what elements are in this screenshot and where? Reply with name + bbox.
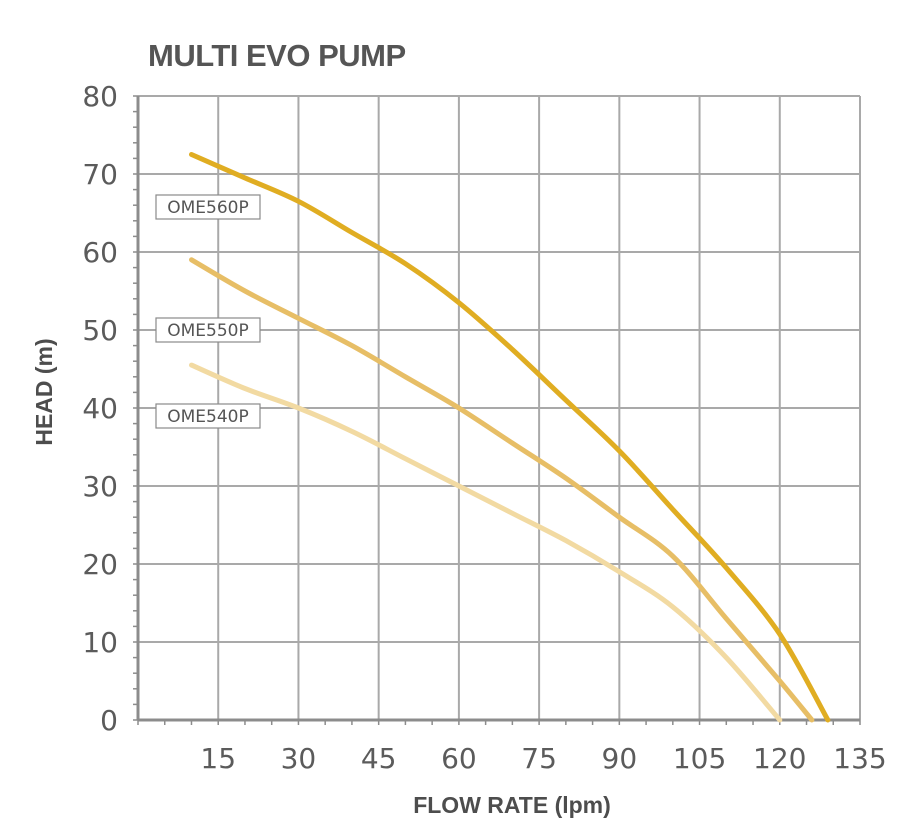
x-tick-label: 60 xyxy=(441,742,477,775)
legend-item-ome550p: OME550P xyxy=(155,317,261,343)
y-tick-label: 0 xyxy=(100,704,118,737)
x-tick-label: 45 xyxy=(361,742,397,775)
series-line-ome540p xyxy=(189,362,783,723)
legend-label: OME540P xyxy=(167,407,249,427)
legend-label: OME560P xyxy=(167,198,249,218)
x-axis-label: FLOW RATE (lpm) xyxy=(413,792,611,818)
series-line-ome550p xyxy=(189,257,815,723)
y-tick-label: 40 xyxy=(82,392,118,425)
y-tick-label: 30 xyxy=(82,470,118,503)
y-tick-label: 60 xyxy=(82,236,118,269)
y-tick-label: 50 xyxy=(82,314,118,347)
legend-box xyxy=(155,194,261,220)
x-tick-label: 105 xyxy=(673,742,726,775)
x-tick-label: 135 xyxy=(833,742,886,775)
legend-item-ome540p: OME540P xyxy=(155,403,261,429)
legend: OME560P OME550P OME540P xyxy=(155,194,261,429)
legend-label: OME550P xyxy=(167,321,249,341)
legend-item-ome560p: OME560P xyxy=(155,194,261,220)
grid-lines xyxy=(138,95,861,720)
y-tick-label: 20 xyxy=(82,548,118,581)
y-tick-label: 10 xyxy=(82,626,118,659)
x-tick-label: 15 xyxy=(200,742,236,775)
legend-box xyxy=(155,403,261,429)
x-tick-label: 90 xyxy=(602,742,638,775)
x-tick-label: 30 xyxy=(281,742,317,775)
legend-box xyxy=(155,317,261,343)
y-tick-label: 70 xyxy=(82,158,118,191)
x-tick-label: 75 xyxy=(521,742,557,775)
series-lines xyxy=(189,152,831,723)
axes: 15 30 45 60 75 90 105 120 135 0 10 20 30 40 50 60 70 80 xyxy=(82,80,886,775)
chart-title: MULTI EVO PUMP xyxy=(148,38,406,73)
y-axis-label: HEAD (m) xyxy=(31,338,57,445)
x-tick-label: 120 xyxy=(753,742,806,775)
series-line-ome560p xyxy=(189,152,831,723)
y-tick-label: 80 xyxy=(82,80,118,113)
